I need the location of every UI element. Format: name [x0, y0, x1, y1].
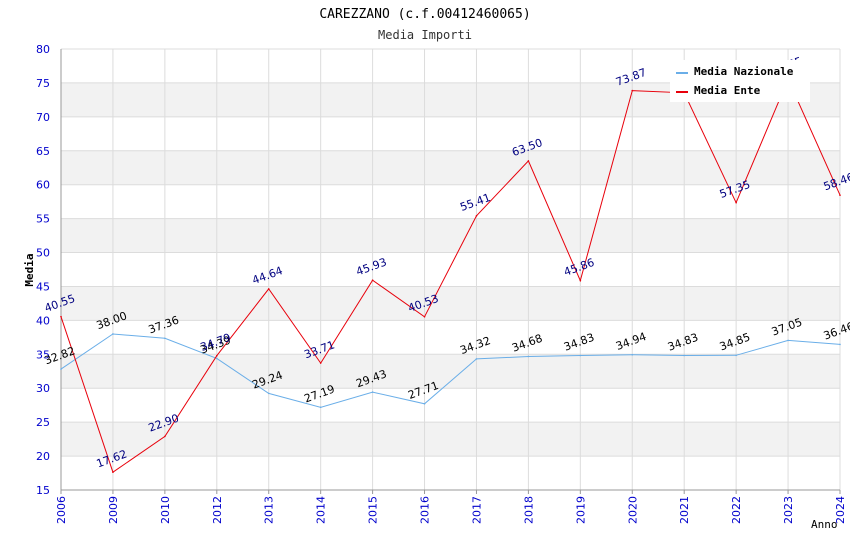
grid-band	[61, 354, 840, 389]
data-point	[319, 406, 322, 409]
grid-band	[61, 422, 840, 457]
data-point	[735, 201, 737, 204]
y-tick-label: 30	[36, 382, 50, 395]
legend-box	[670, 60, 810, 102]
y-tick-labels: 15 20 25 30 35 40 45 50 55 60 65 70 75 80	[36, 43, 50, 497]
chart-subtitle: Media Importi	[378, 28, 472, 42]
data-point	[579, 279, 582, 282]
y-tick-label: 55	[36, 213, 50, 226]
x-tick-label: 2023	[782, 496, 795, 524]
data-point	[423, 402, 426, 405]
y-tick-label: 80	[36, 43, 50, 56]
y-tick-label: 45	[36, 280, 50, 293]
x-tick-label: 2016	[419, 496, 432, 524]
series-line-nazionale	[60, 333, 841, 408]
data-point	[631, 89, 634, 92]
y-tick-label: 35	[36, 348, 50, 361]
data-point	[371, 279, 374, 281]
grid-band	[61, 218, 840, 253]
x-tick-label: 2021	[678, 496, 691, 524]
series-lines	[60, 77, 841, 474]
data-point	[267, 392, 270, 395]
grid-band	[61, 116, 840, 151]
y-tick-label: 20	[36, 450, 50, 463]
data-point	[112, 471, 114, 474]
y-tick-label: 65	[36, 145, 50, 158]
data-point	[216, 354, 218, 357]
x-tick-label: 2017	[470, 496, 483, 524]
y-axis-label: Media	[23, 253, 36, 286]
y-tick-label: 25	[36, 416, 50, 429]
x-tick-label: 2013	[263, 496, 276, 524]
data-point	[527, 160, 530, 162]
axes	[60, 49, 841, 494]
data-point	[735, 354, 737, 357]
data-point	[839, 194, 841, 196]
grid-band	[61, 388, 840, 423]
y-tick-label: 50	[36, 247, 50, 260]
y-tick-label: 40	[36, 314, 50, 327]
x-tick-label: 2012	[211, 496, 224, 524]
x-tick-label: 2015	[367, 496, 380, 524]
data-point	[60, 315, 62, 318]
data-point	[216, 357, 218, 360]
series-line-ente	[60, 77, 841, 473]
data-point	[839, 343, 841, 346]
data-point	[319, 362, 322, 364]
x-tick-label: 2018	[522, 496, 535, 524]
grid-band	[61, 150, 840, 185]
x-tick-label: 2014	[315, 496, 328, 524]
data-point	[112, 333, 114, 335]
grid-band	[61, 456, 840, 490]
legend-label-ente: Media Ente	[694, 84, 761, 97]
y-tick-label: 15	[36, 484, 50, 497]
grid-band	[61, 252, 840, 287]
data-point	[631, 353, 634, 356]
data-point	[579, 354, 582, 357]
x-tick-label: 2019	[574, 496, 587, 524]
legend-label-nazionale: Media Nazionale	[694, 65, 794, 78]
grid-band	[61, 286, 840, 321]
x-tick-label: 2024	[834, 496, 847, 524]
data-point	[475, 358, 478, 360]
x-tick-label: 2010	[159, 496, 172, 524]
y-tick-label: 75	[36, 77, 50, 90]
chart-title: CAREZZANO (c.f.00412460065)	[319, 7, 530, 22]
x-tick-label: 2020	[626, 496, 639, 524]
x-tick-label: 2006	[55, 496, 68, 524]
data-point	[527, 355, 530, 358]
data-point	[164, 435, 166, 438]
data-point	[475, 215, 478, 217]
data-point	[267, 288, 270, 290]
x-tick-label: 2009	[107, 496, 120, 524]
grid-lines	[60, 48, 841, 491]
x-tick-labels: 2006 2009 2010 2012 2013 2014 2015 2016 2017 2018…	[55, 496, 847, 524]
grid-band	[61, 184, 840, 219]
x-axis-label: Anno	[811, 518, 838, 531]
data-point	[787, 339, 789, 342]
data-point	[164, 337, 166, 340]
x-tick-label: 2022	[730, 496, 743, 524]
data-point	[60, 368, 62, 370]
legend: Media Nazionale Media Ente	[670, 60, 810, 102]
y-tick-label: 60	[36, 179, 50, 192]
data-point	[683, 354, 685, 357]
y-tick-label: 70	[36, 111, 50, 124]
data-point	[371, 391, 374, 393]
data-point	[423, 315, 426, 318]
